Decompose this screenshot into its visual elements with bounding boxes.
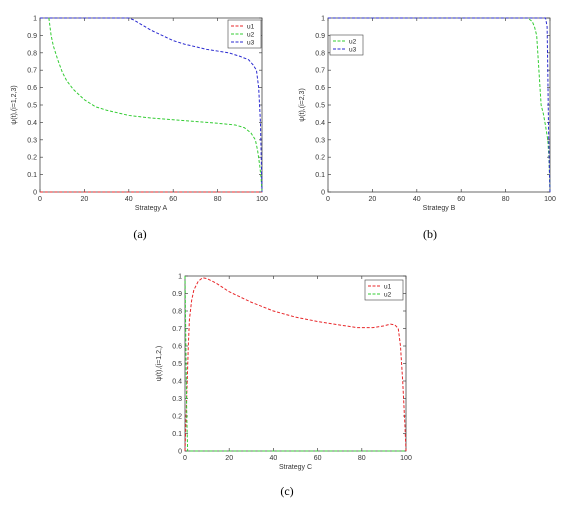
x-tick-label: 80 <box>502 196 510 203</box>
x-tick-label: 0 <box>183 455 187 462</box>
legend-box <box>364 279 404 301</box>
x-tick-label: 40 <box>270 455 278 462</box>
y-tick-label: 1 <box>178 274 182 281</box>
y-tick-label: 0.2 <box>315 155 325 162</box>
x-tick-label: 40 <box>413 196 421 203</box>
legend-label-u1: u1 <box>247 23 255 30</box>
y-tick-label: 0.6 <box>27 85 37 92</box>
y-tick-label: 0.5 <box>172 361 182 368</box>
y-tick-label: 0.4 <box>315 120 325 127</box>
series-line-u3 <box>328 17 551 193</box>
series-line-u2 <box>328 17 551 193</box>
x-tick-label: 40 <box>125 196 133 203</box>
y-tick-label: 0.8 <box>27 50 37 57</box>
chart-panel-0: 0 20 40 60 80 100 0 0.1 0.2 0.3 0.4 0.5 0.6 0.7 0.8 0.9… <box>11 16 268 242</box>
y-tick-label: 0 <box>33 190 37 197</box>
y-tick-label: 0.3 <box>27 137 37 144</box>
y-tick-label: 0.9 <box>172 291 182 298</box>
x-tick-label: 80 <box>214 196 222 203</box>
legend-label-u2: u2 <box>247 31 255 38</box>
y-tick-label: 0.1 <box>315 172 325 179</box>
panel-caption: (a) <box>133 227 146 241</box>
y-axis-label: ψ(t),(i=1,2,3) <box>11 85 18 124</box>
x-tick-label: 60 <box>169 196 177 203</box>
x-axis-label: Strategy B <box>423 205 456 212</box>
x-tick-label: 20 <box>369 196 377 203</box>
y-tick-label: 0.1 <box>27 172 37 179</box>
y-tick-label: 0.2 <box>172 414 182 421</box>
y-tick-label: 0 <box>178 449 182 456</box>
legend-label-u3: u3 <box>349 46 357 53</box>
y-tick-label: 0 <box>321 190 325 197</box>
y-tick-label: 0.1 <box>172 431 182 438</box>
x-axis-label: Strategy C <box>279 464 312 471</box>
series-line-u2 <box>184 275 406 452</box>
x-tick-label: 0 <box>38 196 42 203</box>
y-tick-label: 1 <box>33 16 37 23</box>
legend-box <box>329 34 364 56</box>
x-tick-label: 100 <box>400 455 412 462</box>
y-tick-label: 0.2 <box>27 155 37 162</box>
panel-caption: (c) <box>280 484 293 498</box>
y-tick-label: 0.3 <box>172 396 182 403</box>
x-tick-label: 100 <box>256 196 268 203</box>
y-tick-label: 0.5 <box>315 103 325 110</box>
legend-label-u1: u1 <box>384 283 392 290</box>
x-tick-label: 80 <box>358 455 366 462</box>
y-tick-label: 0.6 <box>315 85 325 92</box>
chart-panel-2: 0 20 40 60 80 100 0 0.1 0.2 0.3 0.4 0.5 0.6 0.7 0.8 0.9… <box>156 274 412 499</box>
y-tick-label: 0.4 <box>172 379 182 386</box>
y-tick-label: 1 <box>321 16 325 23</box>
y-tick-label: 0.7 <box>27 68 37 75</box>
series-line-u2 <box>48 17 263 193</box>
x-tick-label: 20 <box>225 455 233 462</box>
y-tick-label: 0.3 <box>315 137 325 144</box>
legend-label-u2: u2 <box>384 291 392 298</box>
series-line-u1 <box>184 277 407 452</box>
y-tick-label: 0.4 <box>27 120 37 127</box>
y-tick-label: 0.9 <box>27 33 37 40</box>
x-tick-label: 60 <box>457 196 465 203</box>
y-axis-label: ψ(t),(i=1,2,) <box>156 346 163 382</box>
x-axis-label: Strategy A <box>135 205 168 212</box>
y-tick-label: 0.6 <box>172 344 182 351</box>
legend-label-u2: u2 <box>349 38 357 45</box>
chart-panel-1: 0 20 40 60 80 100 0 0.1 0.2 0.3 0.4 0.5 0.6 0.7 0.8 0.9… <box>299 16 556 242</box>
panel-caption: (b) <box>423 227 437 241</box>
y-tick-label: 0.7 <box>315 68 325 75</box>
y-axis-label: ψ(t),(i=2,3) <box>299 88 306 122</box>
y-tick-label: 0.8 <box>172 309 182 316</box>
x-tick-label: 20 <box>81 196 89 203</box>
y-tick-label: 0.9 <box>315 33 325 40</box>
y-tick-label: 0.5 <box>27 103 37 110</box>
x-tick-label: 0 <box>326 196 330 203</box>
series-line-u3 <box>40 17 263 193</box>
x-tick-label: 100 <box>544 196 556 203</box>
x-tick-label: 60 <box>314 455 322 462</box>
legend-label-u3: u3 <box>247 39 255 46</box>
y-tick-label: 0.7 <box>172 326 182 333</box>
y-tick-label: 0.8 <box>315 50 325 57</box>
